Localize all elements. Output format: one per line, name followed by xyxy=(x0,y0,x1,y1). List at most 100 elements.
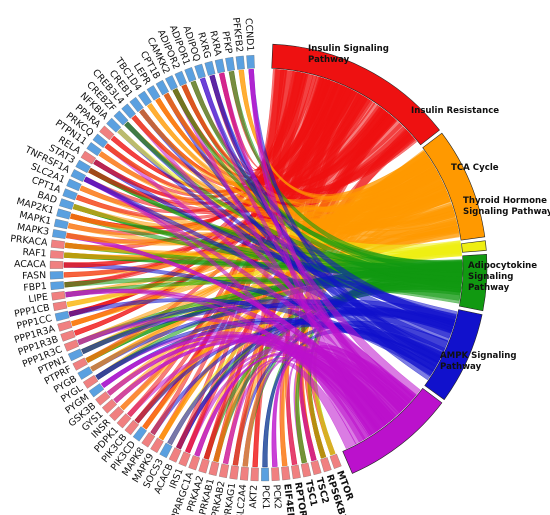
gene-block-tsc2 xyxy=(310,460,322,476)
gene-block-adipoq xyxy=(194,63,206,79)
gene-label-lipe: LIPE xyxy=(28,292,49,306)
gene-block-eif4ebp1 xyxy=(281,466,291,481)
gene-block-pygb xyxy=(77,366,93,380)
gene-block-rps6kb1 xyxy=(320,457,332,473)
gene-label-rptor: RPTOR xyxy=(292,481,309,515)
gene-block-crebzf xyxy=(113,110,129,126)
gene-block-ptpn11 xyxy=(86,142,102,157)
gene-block-prkag1 xyxy=(229,465,239,480)
gene-block-prkcq xyxy=(92,133,108,148)
gene-block-ptpn1 xyxy=(67,348,84,362)
gene-block-tsc1 xyxy=(300,462,312,478)
gene-block-socs3 xyxy=(159,442,173,459)
gene-block-pik3cb xyxy=(124,419,139,436)
pathway-labels-layer: Insulin Signaling Pathway Insulin Resistan… xyxy=(308,44,550,372)
gene-label-fbp1: FBP1 xyxy=(23,281,47,294)
gene-block-ppp1r3c xyxy=(63,339,80,352)
gene-block-pck1 xyxy=(261,467,270,482)
gene-label-ccnd1: CCND1 xyxy=(243,18,256,52)
pathway-arc-ampk-signaling-pathway xyxy=(342,387,443,474)
gene-block-akt2 xyxy=(250,467,259,482)
gene-block-pygm xyxy=(88,383,105,398)
gene-block-mapk8 xyxy=(141,432,156,448)
gene-block-camkk2 xyxy=(165,75,178,91)
gene-label-pfkp: PFKP xyxy=(219,30,234,55)
gene-block-adipor1 xyxy=(184,67,197,83)
gene-block-acacb xyxy=(168,447,182,463)
gene-label-pck1: PCK1 xyxy=(260,485,271,509)
gene-block-ppp1cb xyxy=(52,300,68,312)
gene-block-ppp1r3b xyxy=(60,329,76,342)
gene-block-rela xyxy=(80,150,97,165)
gene-block-prkaca xyxy=(50,239,65,249)
gene-block-cpt1b xyxy=(155,79,169,96)
gene-block-prkaa2 xyxy=(198,458,210,474)
gene-block-pfkp xyxy=(225,56,235,72)
gene-block-pfkfb2 xyxy=(235,55,245,70)
gene-block-mapk1 xyxy=(53,218,69,230)
gene-label-akt2: AKT2 xyxy=(248,485,260,509)
gene-block-ccnd1 xyxy=(246,55,255,69)
gene-block-rxra xyxy=(214,58,226,74)
gene-block-acaca xyxy=(49,260,64,269)
gene-block-prkab1 xyxy=(208,461,220,476)
gene-block-cpt1a xyxy=(62,188,78,201)
gene-label-rxra: RXRA xyxy=(207,30,223,58)
gene-block-tnfrsf1a xyxy=(70,169,86,182)
gene-block-gys1 xyxy=(101,398,118,414)
gene-label-fasn: FASN xyxy=(22,270,46,282)
gene-block-gsk3b xyxy=(95,391,111,406)
gene-label-mapk3: MAPK3 xyxy=(16,222,50,238)
pathway-arc-tca-cycle xyxy=(461,240,487,253)
gene-block-pik3cd xyxy=(132,426,147,442)
ribbon-rxra-5 xyxy=(219,72,421,399)
gene-block-ppara xyxy=(99,125,115,141)
gene-block-raf1 xyxy=(50,250,64,259)
gene-block-nfkbia xyxy=(106,117,122,133)
gene-label-acaca: ACACA xyxy=(14,259,47,270)
pathway-arc-adipocytokine-signaling-pathway xyxy=(424,309,483,401)
gene-block-ppargc1a xyxy=(188,455,201,471)
gene-block-insr xyxy=(109,406,124,422)
pathway-label-tca-cycle: TCA Cycle xyxy=(451,163,499,173)
pathway-arc-insulin-resistance xyxy=(422,132,486,241)
gene-block-pygl xyxy=(82,374,99,389)
gene-label-pfkfb2: PFKFB2 xyxy=(230,17,245,53)
ribbon-ccnd1-4 xyxy=(248,69,442,367)
pathway-label-insulin-resistance: Insulin Resistance xyxy=(411,106,499,116)
gene-block-mapk9 xyxy=(150,437,164,453)
gene-block-rxrg xyxy=(204,60,216,76)
ribbons-layer xyxy=(63,69,463,468)
gene-block-bad xyxy=(59,198,75,210)
gene-block-pck2 xyxy=(271,467,280,481)
gene-block-map2k1 xyxy=(56,208,72,220)
gene-block-prkab2 xyxy=(218,463,230,479)
gene-label-raf1: RAF1 xyxy=(22,247,47,260)
pathway-arcs-layer xyxy=(271,43,488,474)
ribbon-ccnd1-5 xyxy=(248,69,380,437)
gene-block-lipe xyxy=(51,291,66,301)
gene-block-irs1 xyxy=(178,451,191,467)
pathway-label-adipocytokine-signaling-pathway: Adipocytokine Signaling Pathway xyxy=(468,261,537,293)
gene-labels-layer: MTORRPS6KB1TSC2TSC1RPTOREIF4EBP1PCK2PCK1… xyxy=(10,17,356,515)
gene-block-ppp1r3a xyxy=(57,320,73,332)
gene-block-slc2a1 xyxy=(66,178,82,192)
ribbon-pfkp-3 xyxy=(228,70,463,273)
gene-block-mapk3 xyxy=(52,229,67,239)
ribbon-pfkfb2-1 xyxy=(238,69,431,199)
gene-block-fbp1 xyxy=(50,281,65,291)
gene-label-pck2: PCK2 xyxy=(270,484,282,509)
gene-block-mtor xyxy=(329,453,342,469)
gene-block-rptor xyxy=(291,464,301,480)
gene-block-fasn xyxy=(49,271,64,280)
gene-block-creb3l4 xyxy=(121,103,136,119)
gene-label-eif4ebp1: EIF4EBP1 xyxy=(281,483,297,515)
gene-block-tbc1d4 xyxy=(137,90,152,107)
gene-block-lepr xyxy=(146,85,161,101)
ribbon-ccnd1-5 xyxy=(248,69,404,417)
pathway-arc-insulin-signaling-pathway xyxy=(271,43,440,146)
gene-label-tsc1: TSC1 xyxy=(303,479,319,507)
gene-label-slc2a4: SLC2A4 xyxy=(235,484,249,515)
pathway-label-thyroid-hormone-signaling-pathway: Thyroid Hormone Signaling Pathway xyxy=(463,196,550,217)
